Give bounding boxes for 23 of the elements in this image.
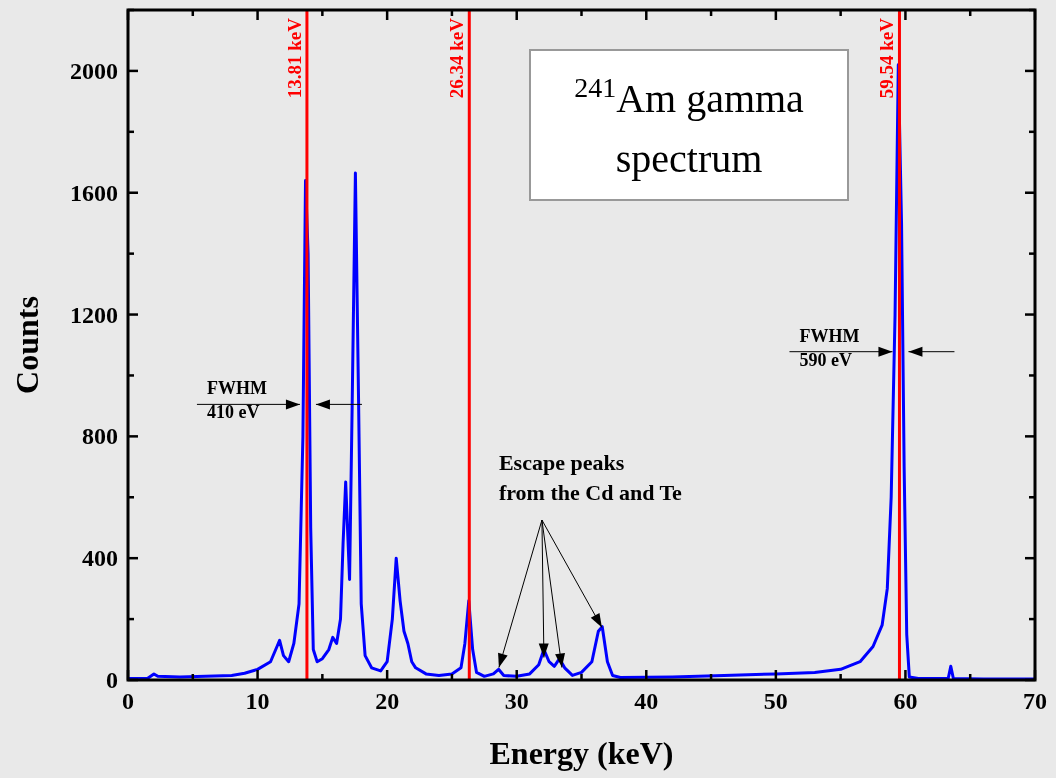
y-tick-label: 400 [82,545,118,572]
x-tick-label: 0 [122,688,134,714]
x-axis-title: Energy (keV) [489,735,674,771]
y-axis-title: Counts [9,296,45,394]
x-tick-label: 30 [504,688,529,714]
x-tick-label: 20 [375,688,400,714]
y-tick-label: 800 [82,423,118,450]
annotation: FWHM 590 eV [799,325,860,370]
y-tick-label: 1200 [70,301,118,328]
x-tick-label: 50 [763,688,788,714]
x-tick-label: 10 [245,688,270,714]
x-tick-label: 40 [634,688,659,714]
y-tick-label: 0 [106,667,118,693]
y-tick-label: 2000 [70,57,118,84]
x-tick-label: 60 [893,688,918,714]
ref-line-label: 26.34 keV [446,17,468,99]
ref-line-label: 13.81 keV [283,17,305,99]
text: $^{241}$Am gamma spectrum [574,71,805,181]
y-tick-label: 1600 [70,179,118,206]
annotation: FWHM 410 eV [206,378,267,423]
x-tick-label: 70 [1023,688,1047,714]
ref-line-label: 59.54 keV [876,17,898,99]
annotation: Escape peaks from the Cd and Te [498,450,683,505]
